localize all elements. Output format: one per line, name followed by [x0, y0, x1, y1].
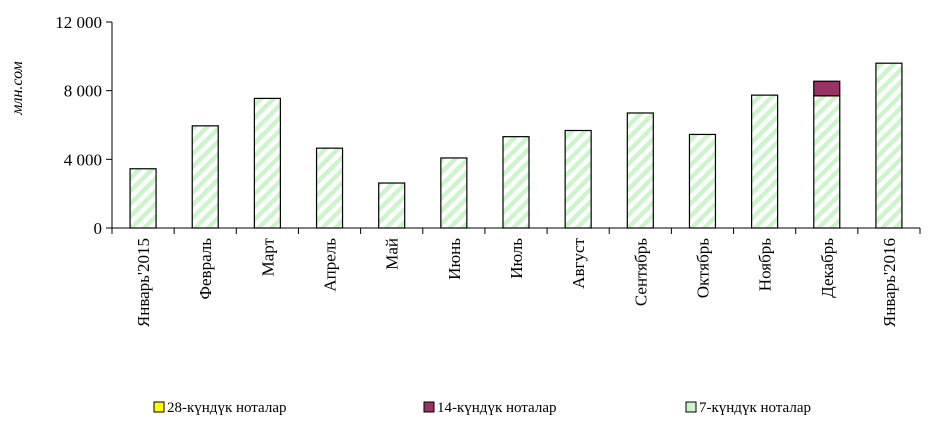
y-tick-label: 4 000 — [64, 150, 102, 169]
x-tick-label: Февраль — [196, 238, 215, 300]
legend-label: 14-күндүк ноталар — [437, 400, 556, 416]
x-tick-label: Январь'2015 — [134, 238, 153, 327]
bar-1 — [688, 133, 717, 229]
x-tick-labels: Январь'2015 Февраль Март Апрель Май Июнь Июль А… — [134, 237, 899, 327]
y-tick-label: 12 000 — [55, 13, 102, 32]
bar-1 — [564, 129, 592, 229]
bars — [129, 62, 903, 229]
x-tick-label: Январь'2016 — [880, 238, 899, 327]
y-tick-label: 8 000 — [64, 82, 102, 101]
legend-swatch — [685, 401, 697, 413]
bar-1 — [626, 112, 654, 229]
legend-label: 28-күндүк ноталар — [167, 400, 286, 416]
x-tick-label: Июль — [507, 238, 526, 279]
y-axis-label: млн.сом — [9, 61, 26, 115]
legend: 28-күндүк ноталар 14-күндүк ноталар 7-күнд… — [153, 400, 811, 416]
bar-1 — [253, 97, 281, 229]
x-tick-label: Декабрь — [818, 238, 837, 298]
x-tick-label: Сентябрь — [631, 238, 650, 306]
bar-1 — [813, 95, 841, 229]
x-tick-label: Июнь — [445, 238, 464, 280]
bar-1 — [378, 182, 406, 229]
bar-2 — [813, 80, 841, 97]
legend-swatch — [153, 401, 165, 413]
bar-1 — [875, 62, 903, 229]
bar-1 — [751, 94, 779, 229]
x-tick-label: Март — [258, 237, 277, 276]
legend-label: 7-күндүк ноталар — [699, 400, 811, 416]
bar-1 — [191, 125, 219, 229]
y-tick-label: 0 — [94, 219, 103, 238]
bar-1 — [315, 147, 344, 229]
x-tick-label: Октябрь — [693, 238, 712, 298]
x-tick-label: Апрель — [321, 238, 340, 292]
legend-swatch — [423, 401, 435, 413]
bar-1 — [129, 168, 157, 229]
x-tick-label: Ноябрь — [756, 238, 775, 291]
y-tick-labels: 0 4 000 8 000 12 000 — [55, 13, 102, 238]
x-tick-label: Август — [569, 237, 588, 288]
bar-1 — [440, 157, 468, 229]
x-tick-label: Май — [383, 238, 402, 270]
bar-1 — [502, 136, 530, 229]
